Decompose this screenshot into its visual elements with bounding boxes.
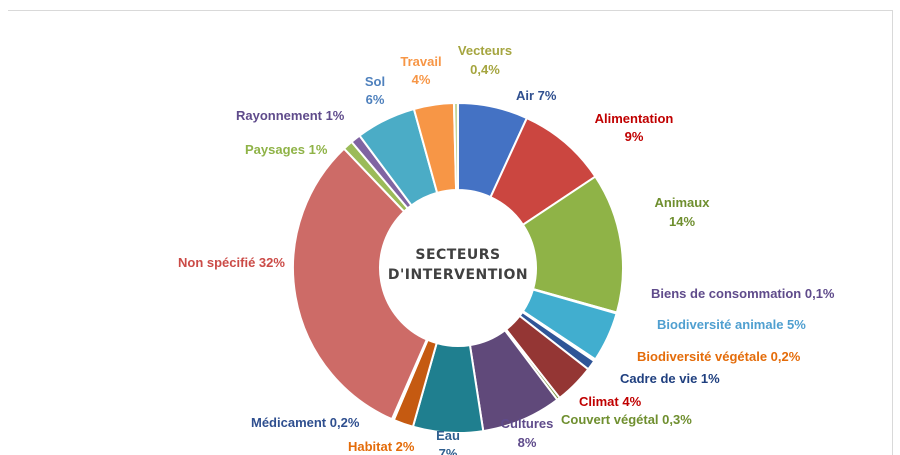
center-label-line-1: SECTEURS <box>415 247 500 263</box>
data-label-habitat: Habitat 2% <box>348 439 415 454</box>
data-label-paysages: Paysages 1% <box>245 142 328 157</box>
data-label-biens-de-consommation: Biens de consommation 0,1% <box>651 286 835 301</box>
data-label-value-travail: 4% <box>412 72 431 87</box>
data-label-eau: Eau <box>436 428 460 443</box>
data-label-value-eau: 7% <box>439 446 458 455</box>
data-label-climat: Climat 4% <box>579 394 642 409</box>
data-label-biodiversite-animale: Biodiversité animale 5% <box>657 317 806 332</box>
data-label-biodiversite-vegetale: Biodiversité végétale 0,2% <box>637 349 801 364</box>
data-label-air: Air 7% <box>516 88 557 103</box>
slice-non-specifie <box>292 147 429 421</box>
data-label-value-vecteurs: 0,4% <box>470 62 500 77</box>
data-label-sol: Sol <box>365 74 385 89</box>
slice-vecteurs <box>452 101 459 192</box>
data-label-rayonnement: Rayonnement 1% <box>236 108 345 123</box>
frame-border-top <box>8 10 893 11</box>
data-label-travail: Travail <box>400 54 441 69</box>
frame-border-right <box>892 10 893 455</box>
data-label-value-animaux: 14% <box>669 214 695 229</box>
data-label-animaux: Animaux <box>655 195 711 210</box>
data-label-value-cultures: 8% <box>518 435 537 450</box>
data-label-vecteurs: Vecteurs <box>458 43 512 58</box>
data-label-value-sol: 6% <box>366 92 385 107</box>
data-label-medicament: Médicament 0,2% <box>251 415 360 430</box>
data-label-alimentation: Alimentation <box>595 111 674 126</box>
data-label-couvert-vegetal: Couvert végétal 0,3% <box>561 412 692 427</box>
data-label-cadre-de-vie: Cadre de vie 1% <box>620 371 720 386</box>
data-label-value-alimentation: 9% <box>625 129 644 144</box>
center-label-line-2: D'INTERVENTION <box>388 267 528 283</box>
data-label-cultures: Cultures <box>501 416 554 431</box>
data-label-non-specifie: Non spécifié 32% <box>178 255 285 270</box>
